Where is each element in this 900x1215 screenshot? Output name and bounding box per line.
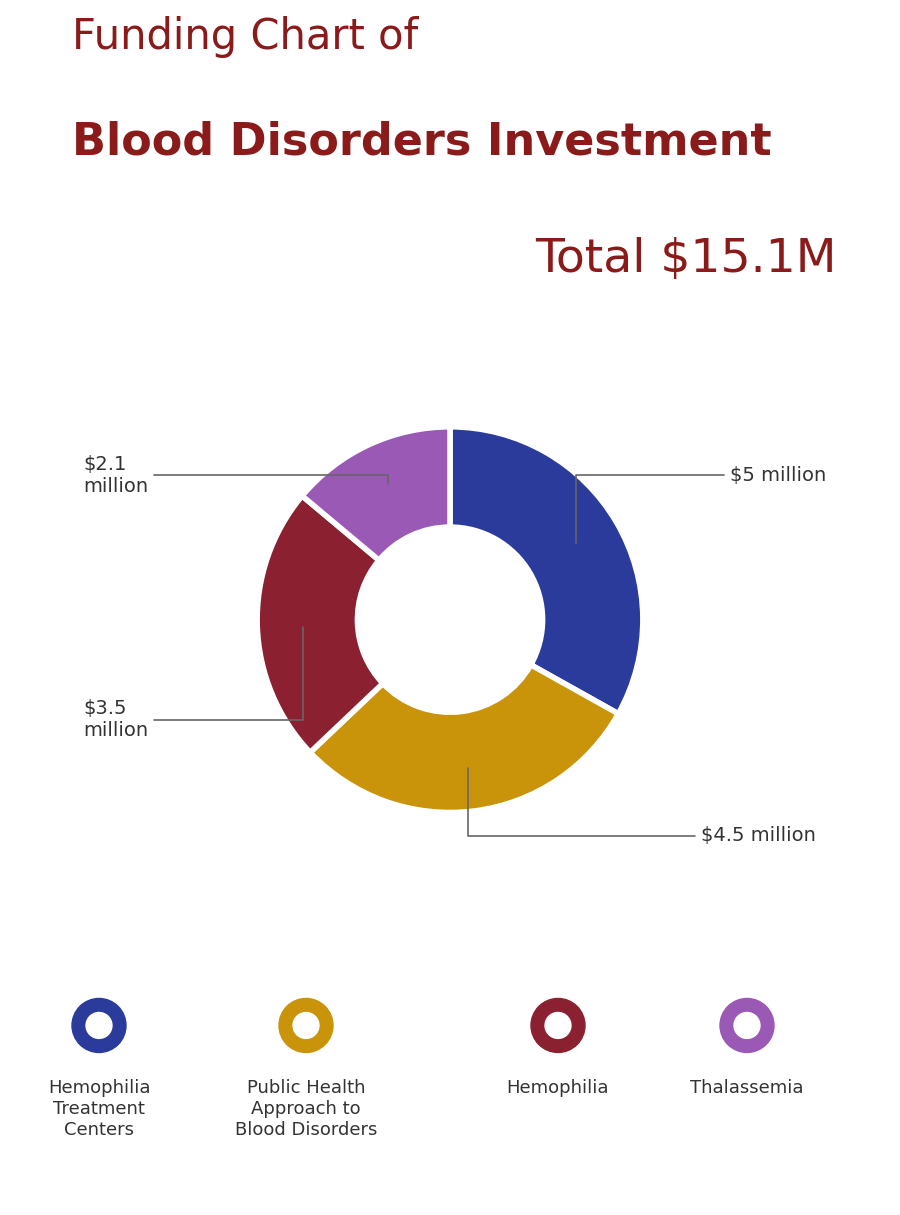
Wedge shape (257, 496, 382, 752)
Text: $2.1
million: $2.1 million (84, 454, 388, 496)
Text: Hemophilia
Treatment
Centers: Hemophilia Treatment Centers (48, 1079, 150, 1138)
Wedge shape (450, 426, 643, 713)
Text: Total $15.1M: Total $15.1M (536, 237, 837, 282)
Text: $3.5
million: $3.5 million (84, 627, 303, 740)
Ellipse shape (531, 999, 585, 1052)
Ellipse shape (293, 1012, 319, 1039)
Wedge shape (310, 665, 618, 813)
Text: Funding Chart of: Funding Chart of (72, 16, 418, 58)
Text: Public Health
Approach to
Blood Disorders: Public Health Approach to Blood Disorder… (235, 1079, 377, 1138)
Ellipse shape (720, 999, 774, 1052)
Ellipse shape (279, 999, 333, 1052)
Ellipse shape (86, 1012, 112, 1039)
Text: $4.5 million: $4.5 million (468, 768, 815, 846)
Text: $5 million: $5 million (576, 465, 826, 543)
Text: Hemophilia: Hemophilia (507, 1079, 609, 1097)
Ellipse shape (545, 1012, 571, 1039)
Ellipse shape (72, 999, 126, 1052)
Text: Blood Disorders Investment: Blood Disorders Investment (72, 120, 771, 163)
Ellipse shape (734, 1012, 760, 1039)
Text: Thalassemia: Thalassemia (690, 1079, 804, 1097)
Wedge shape (302, 426, 450, 560)
